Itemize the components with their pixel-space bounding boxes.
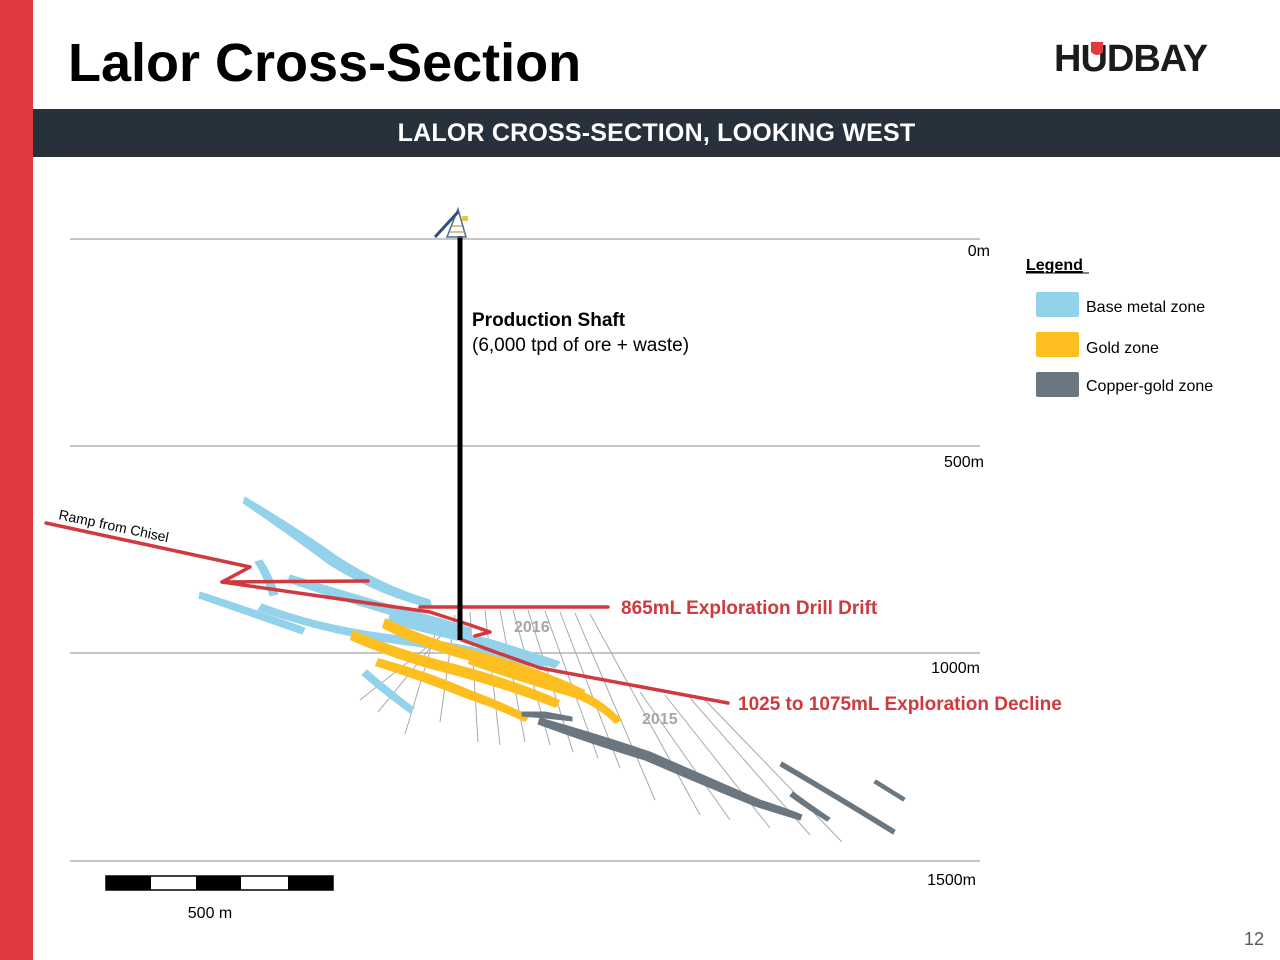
copper-gold-zones [521,711,906,835]
main-ramp-line [220,580,492,638]
depth-label-0m: 0m [968,243,990,260]
decline-label: 1025 to 1075mL Exploration Decline [738,694,1062,715]
legend-title: Legend [1026,257,1083,274]
legend-swatch-base-metal [1036,292,1079,317]
legend-label-gold: Gold zone [1086,340,1159,357]
year-2015-label: 2015 [642,711,678,728]
accent-side-bar [0,0,33,960]
legend-label-base-metal: Base metal zone [1086,299,1205,316]
logo-accent-mark [1091,42,1103,55]
depth-label-500m: 500m [944,454,984,471]
gold-zones [350,618,622,724]
banner-text: LALOR CROSS-SECTION, LOOKING WEST [397,119,916,147]
legend-label-copper-gold: Copper-gold zone [1086,378,1213,395]
drift-label: 865mL Exploration Drill Drift [621,598,878,619]
headframe-icon [433,206,468,239]
slide-title: Lalor Cross-Section [68,33,582,93]
legend: Legend Base metal zone Gold zone Copper-… [1026,257,1213,397]
svg-text:HUDBAY: HUDBAY [1054,38,1208,78]
legend-swatch-gold [1036,332,1079,357]
depth-label-1000m: 1000m [931,660,980,677]
scale-bar-label: 500 m [188,905,232,922]
shaft-title: Production Shaft [472,310,626,331]
depth-label-1500m: 1500m [927,872,976,889]
year-2016-label: 2016 [514,619,550,636]
section-banner: LALOR CROSS-SECTION, LOOKING WEST [33,109,1280,157]
page-number: 12 [1243,929,1264,949]
scale-bar: 500 m [105,875,334,922]
underground-infrastructure [44,521,730,705]
ramp-from-chisel-line [44,521,370,584]
legend-swatch-copper-gold [1036,372,1079,397]
hudbay-logo: HUDBAY [1054,38,1209,78]
exploration-decline-line [460,638,730,705]
shaft-subtitle: (6,000 tpd of ore + waste) [472,335,689,356]
